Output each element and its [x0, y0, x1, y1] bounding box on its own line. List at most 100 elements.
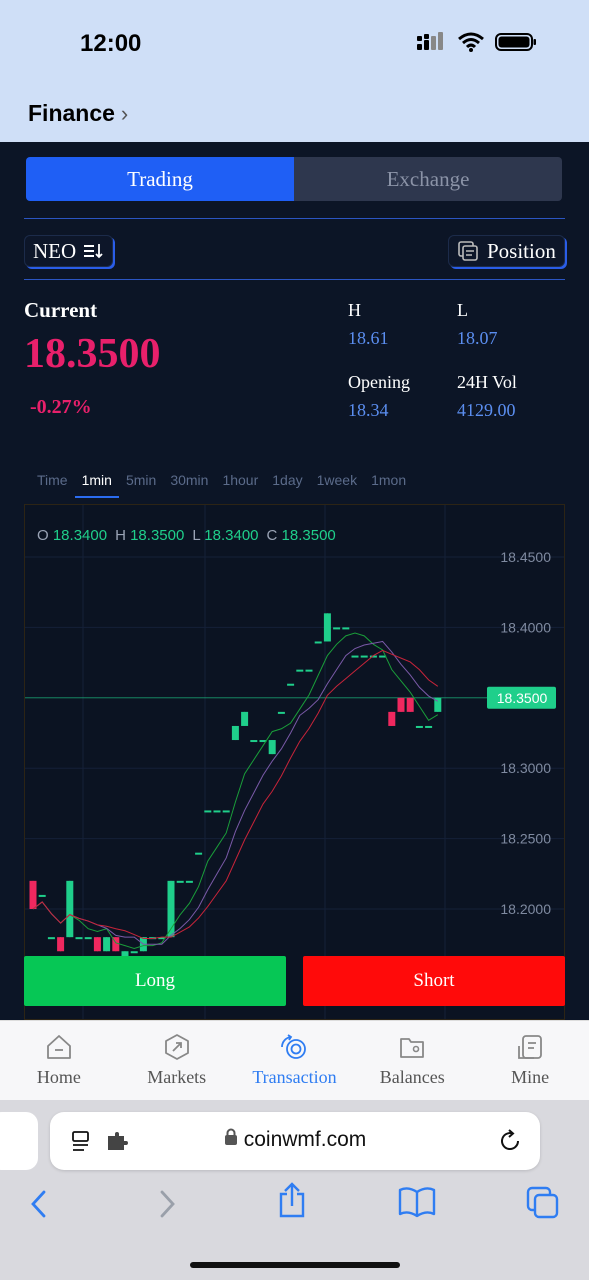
navbar-title[interactable]: Finance ›	[28, 100, 128, 127]
mode-tabs: Trading Exchange	[26, 157, 562, 201]
markets-icon	[164, 1034, 189, 1060]
transaction-icon	[281, 1034, 307, 1059]
high-label: H	[348, 300, 361, 320]
candle-body	[38, 894, 46, 897]
navbar-title-text: Finance	[28, 100, 115, 126]
chevron-right-icon: ›	[120, 100, 129, 126]
price-change: -0.27%	[30, 396, 92, 418]
volume-label: 24H Vol	[457, 372, 517, 392]
divider	[24, 218, 565, 219]
interval-tab-1mon[interactable]: 1mon	[371, 472, 407, 488]
address-bar[interactable]: coinwmf.com	[50, 1112, 540, 1170]
y-tick-label: 18.4500	[500, 549, 551, 565]
url-display: coinwmf.com	[50, 1128, 540, 1152]
ohlc-h-label: H	[115, 527, 126, 544]
nav-balances[interactable]: Balances	[353, 1021, 471, 1100]
tab-trading[interactable]: Trading	[26, 157, 294, 201]
ohlc-o-value: 18.3400	[52, 527, 108, 544]
nav-mine[interactable]: Mine	[471, 1021, 589, 1100]
forward-icon[interactable]	[156, 1186, 178, 1222]
opening-value: 18.34	[348, 400, 389, 420]
bookmarks-icon[interactable]	[398, 1186, 436, 1218]
divider	[24, 279, 565, 280]
y-tick-label: 18.2000	[500, 901, 551, 917]
ohlc-c-value: 18.3500	[281, 527, 336, 544]
candle-body	[29, 880, 37, 909]
candle-body	[369, 655, 377, 658]
low-label: L	[457, 300, 468, 320]
status-time: 12:00	[80, 30, 142, 57]
chart-canvas: 18.4500 18.4000 18.3000 18.2500 18.2000 18.35…	[25, 505, 564, 1019]
position-button[interactable]: Position	[448, 235, 565, 267]
candle-body	[222, 810, 230, 813]
interval-tab-1min[interactable]: 1min	[74, 470, 119, 498]
back-icon[interactable]	[28, 1186, 50, 1222]
interval-tab-time[interactable]: Time	[37, 472, 68, 488]
candle-body	[231, 725, 239, 741]
candle-body	[388, 711, 396, 726]
candle-body	[158, 937, 166, 940]
lock-icon	[224, 1128, 238, 1152]
high-value: 18.61	[348, 328, 389, 348]
home-indicator	[190, 1262, 400, 1268]
ohlc-c-label: C	[266, 527, 278, 544]
ohlc-l-value: 18.3400	[204, 527, 259, 544]
low-value: 18.07	[457, 328, 498, 348]
interval-tab-30min[interactable]: 30min	[170, 472, 209, 488]
mine-icon	[518, 1035, 542, 1059]
candle-body	[204, 810, 212, 813]
candle-body	[241, 711, 249, 726]
candle-body	[323, 613, 331, 642]
nav-markets[interactable]: Markets	[118, 1021, 236, 1100]
candle-body	[397, 697, 405, 712]
candle-body	[360, 655, 368, 658]
main-content: Trading Exchange NEO Position Current 18…	[0, 142, 589, 1020]
previous-tab-peek[interactable]	[0, 1112, 38, 1170]
position-label: Position	[487, 238, 556, 263]
share-icon[interactable]	[277, 1182, 307, 1220]
interval-tab-1day[interactable]: 1day	[272, 472, 303, 488]
signal-icon	[417, 32, 443, 50]
interval-tab-1week[interactable]: 1week	[316, 472, 358, 488]
candle-body	[130, 951, 138, 954]
nav-home-label: Home	[36, 1067, 81, 1087]
short-button[interactable]: Short	[303, 956, 565, 1006]
extension-icon[interactable]	[106, 1132, 130, 1152]
nav-transaction[interactable]: Transaction	[236, 1021, 354, 1100]
long-button[interactable]: Long	[24, 956, 286, 1006]
last-price-tag-label: 18.3500	[497, 690, 548, 706]
candle-body	[268, 740, 276, 755]
nav-home[interactable]: Home	[0, 1021, 118, 1100]
tabs-icon[interactable]	[526, 1186, 560, 1220]
browser-toolbar	[0, 1182, 589, 1226]
interval-tab-1hour[interactable]: 1hour	[222, 472, 259, 488]
tab-exchange[interactable]: Exchange	[294, 157, 562, 201]
symbol-selector[interactable]: NEO	[24, 235, 114, 267]
ohlc-l-label: L	[192, 527, 201, 544]
candle-body	[425, 725, 433, 728]
opening-label: Opening	[348, 372, 410, 392]
volume-value: 4129.00	[457, 400, 516, 420]
reader-icon[interactable]	[72, 1131, 96, 1153]
y-tick-label: 18.2500	[500, 831, 551, 847]
candle-body	[167, 880, 175, 938]
ohlc-o-label: O	[37, 527, 49, 544]
status-icons	[417, 32, 537, 52]
candle-body	[176, 880, 184, 883]
battery-icon	[495, 33, 536, 51]
candle-body	[66, 880, 74, 938]
moving-average-line	[32, 649, 439, 939]
bottom-nav: Home Markets Transaction Balances Mine	[0, 1020, 589, 1100]
candle-body	[277, 711, 285, 714]
candle-body	[93, 937, 101, 952]
url-text: coinwmf.com	[243, 1128, 367, 1151]
candlestick-chart[interactable]: 18.4500 18.4000 18.3000 18.2500 18.2000 18.35…	[24, 504, 565, 1020]
candle-body	[250, 740, 258, 743]
reload-icon[interactable]	[498, 1129, 522, 1153]
candle-body	[406, 697, 414, 712]
interval-tab-5min[interactable]: 5min	[125, 472, 157, 488]
sort-list-icon	[84, 244, 103, 259]
status-bar: 12:00 Finance ›	[0, 0, 589, 142]
candle-body	[259, 740, 267, 743]
nav-transaction-label: Transaction	[252, 1067, 337, 1087]
